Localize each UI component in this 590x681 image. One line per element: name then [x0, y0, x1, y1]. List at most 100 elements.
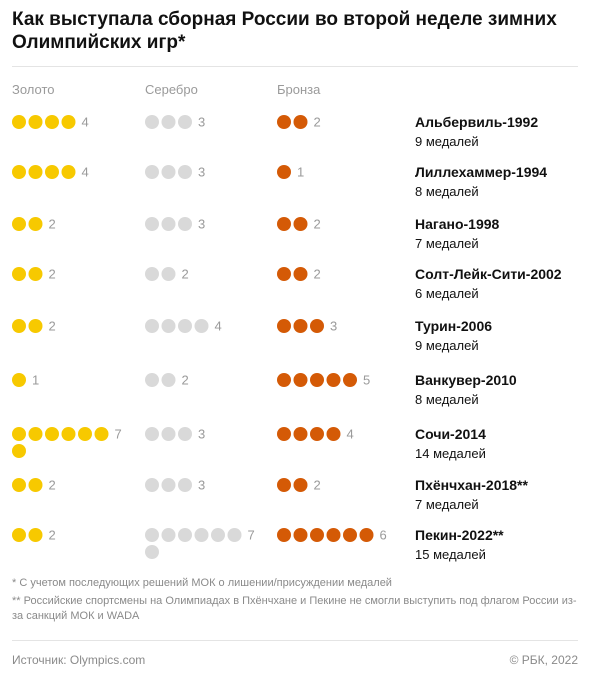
silver-medal-dot: [161, 267, 176, 281]
bronze-medal-dot: [326, 373, 341, 387]
silver-medal-dot: [145, 165, 159, 179]
gold-medal-dot: [12, 217, 26, 231]
bronze-medal-dot: [310, 528, 324, 542]
total-medals-label: 9 медалей: [415, 134, 479, 149]
total-medals-label: 7 медалей: [415, 236, 479, 251]
silver-medal-dot: [227, 528, 242, 542]
bronze-count-label: 1: [297, 165, 304, 180]
gold-medal-dot: [28, 115, 43, 129]
bronze-medal-dot: [277, 319, 291, 333]
gold-medal-dot: [12, 478, 26, 492]
bronze-medal-dot: [277, 217, 291, 231]
column-header-gold: Золото: [12, 82, 55, 97]
silver-medal-dot: [145, 528, 159, 542]
silver-count-label: 3: [198, 427, 205, 442]
gold-medal-dot: [94, 427, 109, 441]
silver-medal-dot: [178, 528, 192, 542]
silver-medal-dot: [161, 427, 176, 441]
games-name-label: Пекин-2022**: [415, 527, 504, 543]
bronze-count-label: 2: [314, 478, 321, 493]
bronze-count-label: 2: [314, 115, 321, 130]
bronze-medal-dot: [293, 267, 308, 281]
silver-medal-dot: [145, 217, 159, 231]
gold-medal-dot: [61, 115, 76, 129]
gold-medal-dot: [28, 528, 43, 542]
bronze-medal-dot: [277, 373, 291, 387]
footnote-2: ** Российские спортсмены на Олимпиадах в…: [12, 595, 577, 622]
gold-medal-dot: [61, 165, 76, 179]
gold-count-label: 7: [115, 427, 122, 442]
bronze-medal-dot: [293, 427, 308, 441]
bronze-medal-dot: [326, 528, 341, 542]
silver-medal-dot: [194, 528, 209, 542]
silver-medal-dot: [145, 373, 159, 387]
gold-medal-dot: [45, 427, 59, 441]
gold-count-label: 2: [49, 528, 56, 543]
bronze-medal-dot: [293, 217, 308, 231]
bronze-count-label: 5: [363, 373, 370, 388]
silver-count-label: 3: [198, 478, 205, 493]
silver-medal-dot: [145, 267, 159, 281]
silver-count-label: 7: [248, 528, 255, 543]
total-medals-label: 9 медалей: [415, 338, 479, 353]
games-name-label: Пхёнчхан-2018**: [415, 477, 529, 493]
total-medals-label: 6 медалей: [415, 286, 479, 301]
silver-medal-dot: [161, 528, 176, 542]
silver-medal-dot: [145, 545, 159, 559]
footnote-1: * С учетом последующих решений МОК о лиш…: [12, 577, 392, 589]
games-name-label: Ванкувер-2010: [415, 372, 517, 388]
bronze-medal-dot: [293, 319, 308, 333]
games-name-label: Лиллехаммер-1994: [415, 164, 547, 180]
bronze-medal-dot: [293, 115, 308, 129]
bronze-count-label: 3: [330, 319, 337, 334]
total-medals-label: 8 медалей: [415, 392, 479, 407]
bronze-medal-dot: [293, 528, 308, 542]
gold-medal-dot: [78, 427, 92, 441]
bronze-count-label: 6: [380, 528, 387, 543]
games-name-label: Солт-Лейк-Сити-2002: [415, 266, 562, 282]
footnotes: * С учетом последующих решений МОК о лиш…: [12, 576, 578, 624]
total-medals-label: 7 медалей: [415, 497, 479, 512]
silver-medal-dot: [161, 217, 176, 231]
total-medals-label: 14 медалей: [415, 446, 486, 461]
gold-medal-dot: [12, 528, 26, 542]
gold-count-label: 1: [32, 373, 39, 388]
column-header-silver: Серебро: [145, 82, 198, 97]
games-name-label: Альбервиль-1992: [415, 114, 538, 130]
gold-medal-dot: [45, 165, 59, 179]
total-medals-label: 15 медалей: [415, 547, 486, 562]
gold-count-label: 2: [49, 217, 56, 232]
gold-count-label: 2: [49, 319, 56, 334]
silver-count-label: 3: [198, 165, 205, 180]
gold-medal-dot: [28, 427, 43, 441]
gold-medal-dot: [12, 427, 26, 441]
bronze-medal-dot: [343, 373, 357, 387]
gold-medal-dot: [28, 217, 43, 231]
silver-medal-dot: [194, 319, 209, 333]
gold-medal-dot: [45, 115, 59, 129]
bronze-medal-dot: [277, 528, 291, 542]
bronze-medal-dot: [326, 427, 341, 441]
bronze-medal-dot: [277, 115, 291, 129]
silver-medal-dot: [161, 165, 176, 179]
bronze-count-label: 2: [314, 217, 321, 232]
silver-count-label: 2: [182, 267, 189, 282]
bronze-medal-dot: [310, 373, 324, 387]
silver-medal-dot: [178, 217, 192, 231]
gold-count-label: 2: [49, 478, 56, 493]
bottom-divider: [12, 640, 578, 641]
bronze-medal-dot: [277, 427, 291, 441]
bronze-medal-dot: [310, 427, 324, 441]
chart-title: Как выступала сборная России во второй н…: [12, 9, 557, 53]
silver-medal-dot: [178, 165, 192, 179]
gold-medal-dot: [28, 319, 43, 333]
silver-medal-dot: [161, 373, 176, 387]
silver-medal-dot: [161, 478, 176, 492]
silver-count-label: 3: [198, 115, 205, 130]
bronze-medal-dot: [343, 528, 357, 542]
silver-count-label: 4: [215, 319, 222, 334]
silver-medal-dot: [178, 427, 192, 441]
gold-medal-dot: [28, 478, 43, 492]
bronze-medal-dot: [277, 165, 291, 179]
silver-medal-dot: [161, 115, 176, 129]
